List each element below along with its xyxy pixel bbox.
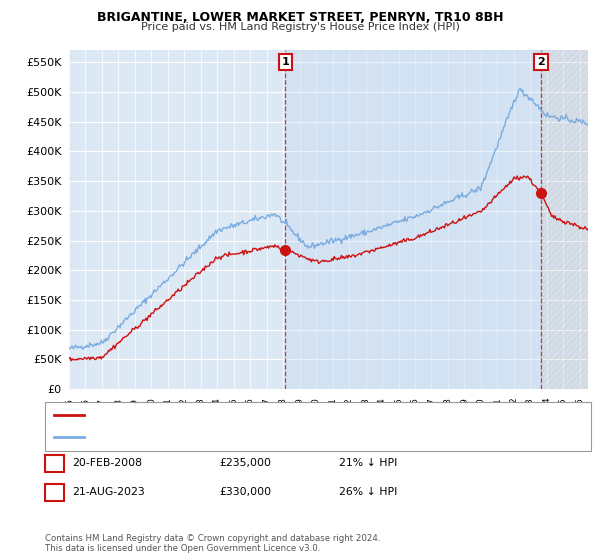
Text: BRIGANTINE, LOWER MARKET STREET, PENRYN, TR10 8BH (detached house): BRIGANTINE, LOWER MARKET STREET, PENRYN,… bbox=[87, 410, 461, 420]
Text: 21-AUG-2023: 21-AUG-2023 bbox=[72, 487, 145, 497]
Text: Price paid vs. HM Land Registry's House Price Index (HPI): Price paid vs. HM Land Registry's House … bbox=[140, 22, 460, 32]
Bar bbox=[286, 50, 541, 389]
Text: 2: 2 bbox=[51, 487, 58, 497]
Text: 2: 2 bbox=[537, 57, 545, 67]
Text: 26% ↓ HPI: 26% ↓ HPI bbox=[339, 487, 397, 497]
Text: HPI: Average price, detached house, Cornwall: HPI: Average price, detached house, Corn… bbox=[87, 432, 310, 442]
Text: 1: 1 bbox=[51, 458, 58, 468]
Text: 1: 1 bbox=[281, 57, 289, 67]
Text: £235,000: £235,000 bbox=[219, 458, 271, 468]
Text: Contains HM Land Registry data © Crown copyright and database right 2024.
This d: Contains HM Land Registry data © Crown c… bbox=[45, 534, 380, 553]
Bar bbox=[541, 50, 588, 389]
Text: 21% ↓ HPI: 21% ↓ HPI bbox=[339, 458, 397, 468]
Text: £330,000: £330,000 bbox=[219, 487, 271, 497]
Text: BRIGANTINE, LOWER MARKET STREET, PENRYN, TR10 8BH: BRIGANTINE, LOWER MARKET STREET, PENRYN,… bbox=[97, 11, 503, 24]
Text: 20-FEB-2008: 20-FEB-2008 bbox=[72, 458, 142, 468]
